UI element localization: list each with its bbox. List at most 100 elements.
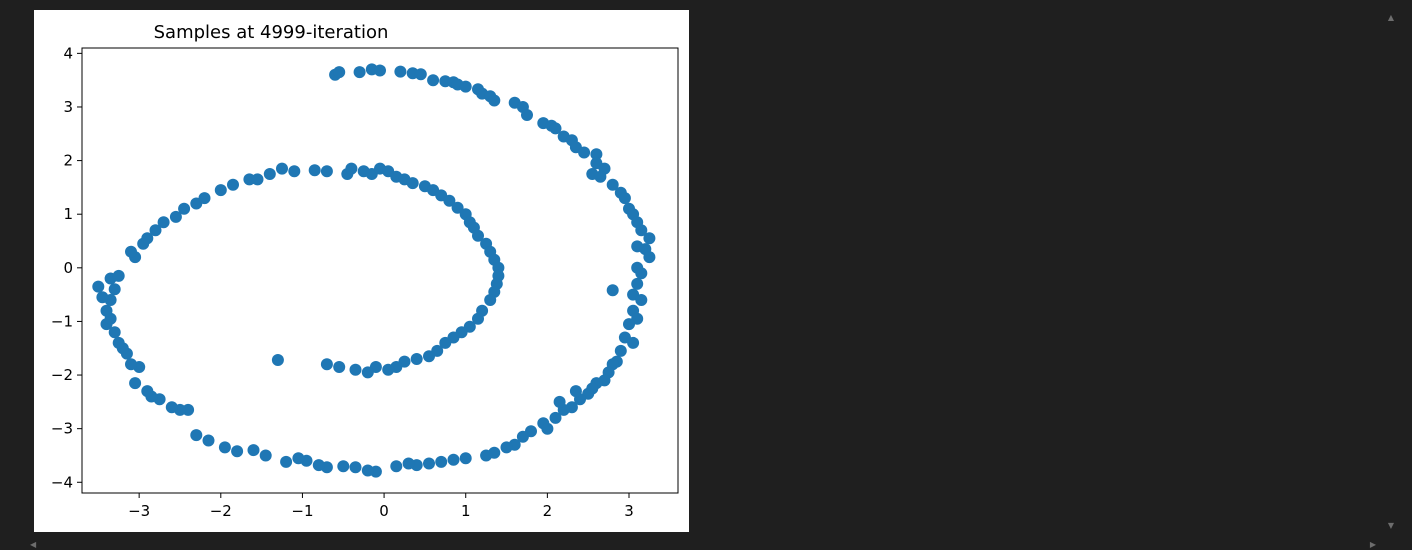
data-point	[606, 284, 619, 297]
data-point	[390, 460, 403, 473]
data-point	[423, 350, 435, 363]
data-point	[345, 162, 358, 175]
data-point	[129, 377, 142, 390]
x-tick-label: 0	[379, 502, 389, 520]
scroll-down-icon[interactable]: ▼	[1387, 521, 1394, 530]
data-point	[569, 385, 582, 398]
data-point	[125, 358, 137, 371]
x-tick-label: −2	[210, 502, 232, 520]
data-point	[218, 441, 231, 454]
data-point	[549, 411, 562, 424]
data-point	[472, 312, 484, 325]
data-point	[320, 358, 333, 371]
y-tick-label: −1	[51, 312, 73, 330]
data-point	[100, 304, 113, 317]
data-point	[165, 401, 178, 414]
y-tick-label: 0	[63, 259, 73, 277]
data-point	[259, 449, 272, 462]
data-point	[112, 336, 125, 349]
data-point	[643, 251, 656, 264]
data-point	[108, 326, 121, 339]
y-tick-label: 3	[63, 98, 73, 116]
data-point	[251, 173, 264, 186]
data-point	[635, 294, 648, 306]
x-tick-label: 3	[624, 502, 634, 520]
data-point	[361, 464, 374, 477]
data-point	[451, 201, 464, 214]
data-point	[394, 65, 407, 78]
data-point	[308, 164, 321, 177]
y-tick-label: 4	[63, 44, 73, 62]
y-axis: −4 −3 −2 −1 0 1 2 3 4	[51, 44, 82, 491]
data-point	[349, 461, 362, 474]
data-point	[198, 192, 211, 205]
data-point	[414, 68, 427, 81]
data-point	[614, 344, 627, 357]
x-tick-label: −1	[291, 502, 313, 520]
data-point	[292, 452, 305, 465]
data-point	[435, 455, 448, 468]
data-point	[337, 460, 350, 473]
data-point	[472, 229, 484, 242]
data-point	[149, 224, 162, 237]
data-point	[643, 232, 656, 245]
scatter-chart: Samples at 4999-iteration −3 −2 −1 0 1 2 3 −4 −…	[51, 22, 679, 520]
data-point	[635, 267, 648, 280]
data-point	[349, 363, 362, 376]
scatter-figure: Samples at 4999-iteration −3 −2 −1 0 1 2 3 −4 −…	[34, 10, 689, 532]
data-point	[459, 80, 472, 93]
axes-frame	[81, 47, 679, 494]
data-point	[361, 366, 374, 379]
data-point	[231, 445, 244, 458]
x-tick-label: 2	[543, 502, 553, 520]
data-point	[141, 232, 154, 245]
data-point	[480, 449, 493, 462]
data-point	[190, 429, 203, 442]
y-tick-label: 2	[63, 152, 73, 170]
data-point	[169, 210, 182, 223]
data-point	[333, 66, 346, 79]
data-point	[263, 168, 276, 180]
data-point	[521, 109, 533, 121]
y-tick-label: −2	[51, 366, 73, 384]
scroll-left-icon[interactable]: ◀	[30, 540, 37, 549]
data-point	[125, 245, 137, 258]
x-axis: −3 −2 −1 0 1 2 3	[128, 493, 634, 520]
scroll-up-icon[interactable]: ▲	[1387, 13, 1394, 22]
data-point	[627, 336, 640, 349]
data-points	[92, 63, 656, 478]
x-tick-label: 1	[461, 502, 471, 520]
data-point	[606, 178, 619, 191]
data-point	[96, 291, 109, 304]
data-point	[312, 459, 325, 472]
y-tick-label: 1	[63, 205, 73, 223]
data-point	[382, 363, 395, 376]
data-point	[459, 452, 472, 465]
horizontal-scrollbar[interactable]: ◀ ▶	[0, 540, 1412, 550]
data-point	[280, 455, 293, 468]
data-point	[271, 354, 284, 366]
data-point	[516, 430, 529, 443]
data-point	[578, 146, 591, 159]
data-point	[439, 336, 452, 349]
data-point	[141, 385, 154, 398]
data-point	[406, 177, 419, 190]
y-tick-label: −4	[51, 473, 73, 491]
data-point	[631, 277, 644, 290]
x-tick-label: −3	[128, 502, 150, 520]
scroll-right-icon[interactable]: ▶	[1369, 540, 1376, 549]
data-point	[227, 178, 239, 191]
data-point	[410, 353, 423, 365]
data-point	[374, 64, 386, 77]
data-point	[488, 94, 501, 107]
data-point	[320, 165, 333, 178]
data-point	[157, 216, 170, 229]
data-point	[443, 194, 456, 207]
data-point	[178, 202, 191, 215]
data-point	[202, 434, 215, 447]
data-point	[623, 318, 635, 331]
data-point	[541, 422, 554, 435]
data-point	[447, 453, 460, 466]
data-point	[214, 184, 227, 197]
chart-title: Samples at 4999-iteration	[154, 22, 389, 43]
